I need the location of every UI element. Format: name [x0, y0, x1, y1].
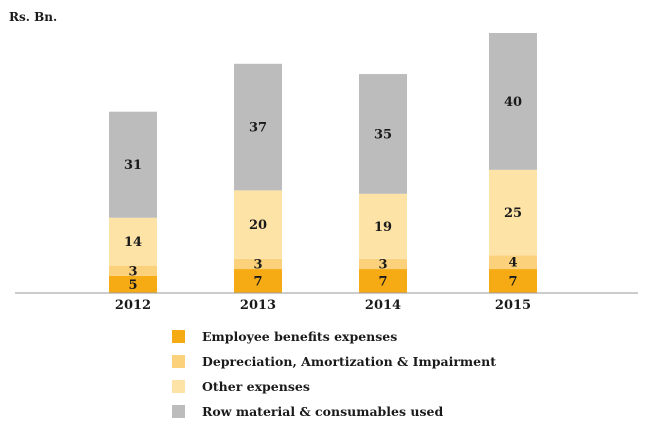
data-label-2015-s3: 40 [504, 95, 522, 110]
legend-swatch [172, 330, 185, 343]
bars-layer [109, 33, 537, 293]
data-label-2014-s3: 35 [374, 127, 392, 142]
legend-label: Row material & consumables used [202, 404, 444, 419]
x-tick-label-2013: 2013 [240, 298, 276, 313]
bar-segment-2015-s0 [489, 269, 537, 293]
data-label-2012-s1: 3 [128, 264, 137, 279]
data-label-2013-s0: 7 [253, 275, 262, 290]
bar-segment-2015-s3 [489, 33, 537, 170]
legend-label: Employee benefits expenses [202, 329, 398, 344]
bar-segment-2013-s2 [234, 190, 282, 259]
bar-segment-2012-s1 [109, 265, 157, 276]
legend-swatch [172, 380, 185, 393]
data-label-2014-s2: 19 [374, 220, 392, 235]
bar-segment-2012-s3 [109, 111, 157, 218]
data-label-2013-s2: 20 [249, 218, 267, 233]
legend-label: Depreciation, Amortization & Impairment [202, 354, 496, 369]
data-label-2015-s1: 4 [508, 256, 517, 271]
legend-label: Other expenses [202, 379, 310, 394]
legend-swatch [172, 355, 185, 368]
data-label-2013-s1: 3 [253, 257, 262, 272]
data-label-2012-s2: 14 [124, 235, 142, 250]
bar-segment-2012-s0 [109, 275, 157, 293]
data-label-2013-s3: 37 [249, 121, 267, 136]
data-label-2012-s0: 5 [128, 278, 137, 293]
bar-segment-2012-s2 [109, 217, 157, 266]
unit-label: Rs. Bn. [9, 10, 58, 24]
bar-segment-2013-s0 [234, 269, 282, 293]
data-label-2014-s1: 3 [378, 257, 387, 272]
x-tick-label-2014: 2014 [365, 298, 401, 313]
bar-segment-2015-s1 [489, 255, 537, 270]
x-tick-label-2012: 2012 [115, 298, 151, 313]
bar-segment-2014-s2 [359, 193, 407, 259]
bar-segment-2013-s3 [234, 63, 282, 191]
data-label-2015-s0: 7 [508, 275, 517, 290]
bar-segment-2015-s2 [489, 169, 537, 256]
data-label-2012-s3: 31 [124, 158, 142, 173]
legend-swatch [172, 405, 185, 418]
bar-segment-2014-s0 [359, 269, 407, 293]
data-label-2015-s2: 25 [504, 206, 522, 221]
bar-segment-2013-s1 [234, 258, 282, 270]
bar-segment-2014-s3 [359, 74, 407, 194]
bar-segment-2014-s1 [359, 258, 407, 270]
data-label-2014-s0: 7 [378, 275, 387, 290]
x-tick-label-2015: 2015 [495, 298, 531, 313]
